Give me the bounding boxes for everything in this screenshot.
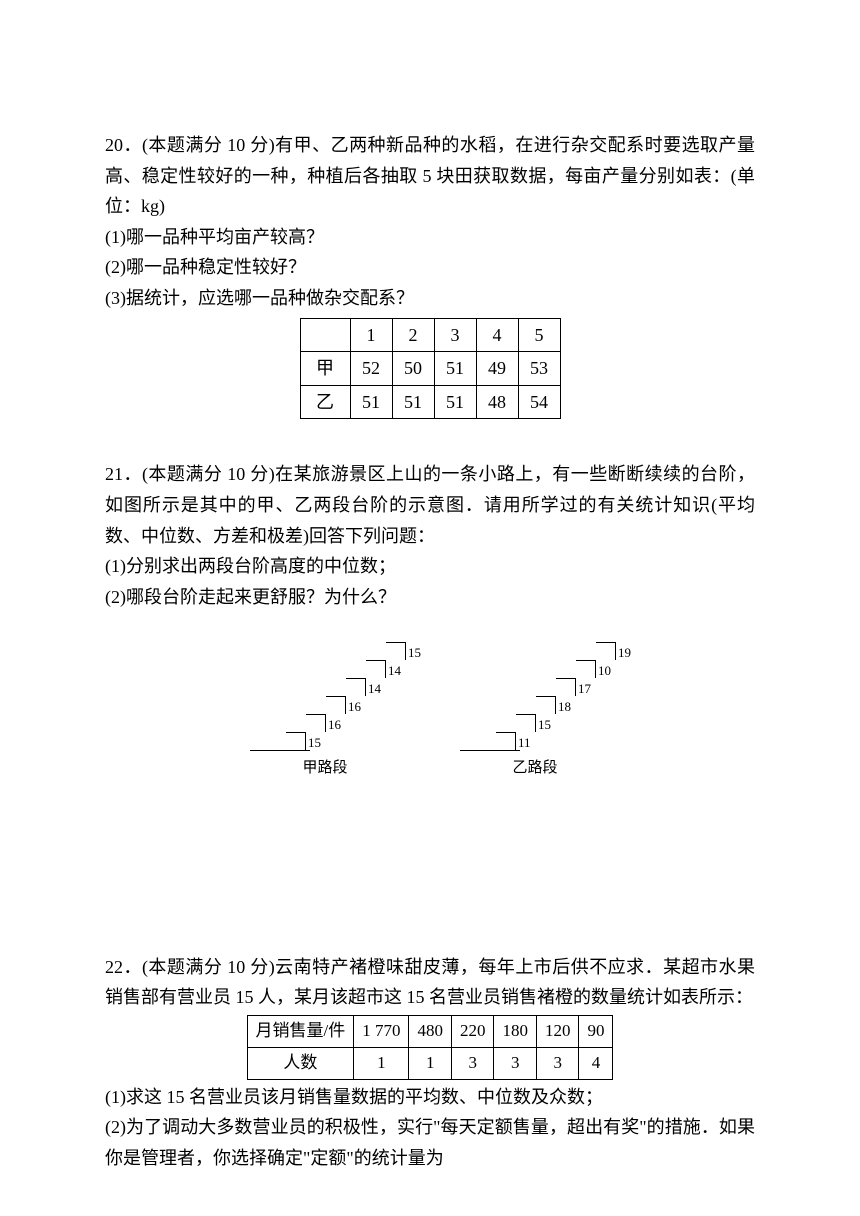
table-cell: 人数 (247, 1047, 354, 1079)
table-cell: 51 (434, 352, 476, 386)
table-cell: 1 770 (354, 1016, 409, 1048)
q20-intro: 20．(本题满分 10 分)有甲、乙两种新品种的水稻，在进行杂交配系时要选取产量… (105, 130, 755, 222)
q20-part1: (1)哪一品种平均亩产较高？ (105, 222, 755, 253)
stair-step (516, 714, 536, 732)
q22-table: 月销售量/件 1 770 480 220 180 120 90 人数 1 1 3… (247, 1015, 614, 1080)
table-cell: 甲 (300, 352, 350, 386)
stair-step (346, 678, 366, 696)
table-cell: 2 (392, 318, 434, 352)
table-cell: 乙 (300, 385, 350, 419)
q22-intro: 22．(本题满分 10 分)云南特产褚橙味甜皮薄，每年上市后供不应求．某超市水果… (105, 952, 755, 1013)
stair-step (556, 678, 576, 696)
table-cell: 51 (434, 385, 476, 419)
table-cell: 120 (536, 1016, 579, 1048)
spacer (105, 812, 755, 952)
baseline (460, 750, 520, 751)
step-label: 14 (368, 682, 381, 695)
q22-part2: (2)为了调动大多数营业员的积极性，实行"每天定额售量，超出有奖"的措施．如果你… (105, 1112, 755, 1173)
stair-step (326, 696, 346, 714)
q21-part1: (1)分别求出两段台阶高度的中位数； (105, 551, 755, 582)
step-label: 14 (388, 664, 401, 677)
table-cell: 49 (476, 352, 518, 386)
step-label: 18 (558, 700, 571, 713)
q20-part3: (3)据统计，应选哪一品种做杂交配系？ (105, 283, 755, 314)
table-cell (300, 318, 350, 352)
stair-step (596, 642, 616, 660)
table-cell: 220 (451, 1016, 494, 1048)
step-label: 19 (618, 646, 631, 659)
question-21: 21．(本题满分 10 分)在某旅游景区上山的一条小路上，有一些断断续续的台阶，… (105, 459, 755, 781)
jia-label: 甲路段 (302, 756, 347, 782)
stair-step (306, 714, 326, 732)
stair-step (496, 732, 516, 750)
table-cell: 3 (536, 1047, 579, 1079)
table-row: 1 2 3 4 5 (300, 318, 560, 352)
yi-stairs: 111518171019 (460, 622, 610, 752)
table-cell: 90 (579, 1016, 613, 1048)
table-row: 乙 51 51 51 48 54 (300, 385, 560, 419)
stair-step (536, 696, 556, 714)
table-cell: 51 (350, 385, 392, 419)
jia-stair-block: 151616141415 甲路段 (250, 622, 400, 782)
question-20: 20．(本题满分 10 分)有甲、乙两种新品种的水稻，在进行杂交配系时要选取产量… (105, 130, 755, 419)
baseline (250, 750, 310, 751)
stair-step (366, 660, 386, 678)
step-label: 15 (308, 736, 321, 749)
step-label: 16 (328, 718, 341, 731)
table-cell: 5 (518, 318, 560, 352)
table-cell: 月销售量/件 (247, 1016, 354, 1048)
table-cell: 1 (354, 1047, 409, 1079)
table-cell: 51 (392, 385, 434, 419)
table-row: 月销售量/件 1 770 480 220 180 120 90 (247, 1016, 613, 1048)
yi-stair-block: 111518171019 乙路段 (460, 622, 610, 782)
stair-step (286, 732, 306, 750)
table-cell: 54 (518, 385, 560, 419)
step-label: 10 (598, 664, 611, 677)
q22-part1: (1)求这 15 名营业员该月销售量数据的平均数、中位数及众数； (105, 1082, 755, 1113)
table-cell: 1 (350, 318, 392, 352)
stair-step (386, 642, 406, 660)
table-cell: 3 (451, 1047, 494, 1079)
step-label: 16 (348, 700, 361, 713)
step-label: 17 (578, 682, 591, 695)
table-row: 甲 52 50 51 49 53 (300, 352, 560, 386)
table-cell: 1 (409, 1047, 452, 1079)
q21-intro: 21．(本题满分 10 分)在某旅游景区上山的一条小路上，有一些断断续续的台阶，… (105, 459, 755, 551)
stair-step (576, 660, 596, 678)
table-cell: 4 (579, 1047, 613, 1079)
q20-table: 1 2 3 4 5 甲 52 50 51 49 53 乙 51 51 51 48… (300, 318, 561, 420)
q20-part2: (2)哪一品种稳定性较好？ (105, 252, 755, 283)
table-row: 人数 1 1 3 3 3 4 (247, 1047, 613, 1079)
table-cell: 52 (350, 352, 392, 386)
table-cell: 4 (476, 318, 518, 352)
table-cell: 480 (409, 1016, 452, 1048)
step-label: 15 (538, 718, 551, 731)
table-cell: 48 (476, 385, 518, 419)
yi-label: 乙路段 (512, 756, 557, 782)
table-cell: 50 (392, 352, 434, 386)
table-cell: 3 (494, 1047, 537, 1079)
question-22: 22．(本题满分 10 分)云南特产褚橙味甜皮薄，每年上市后供不应求．某超市水果… (105, 952, 755, 1174)
jia-stairs: 151616141415 (250, 622, 400, 752)
q21-part2: (2)哪段台阶走起来更舒服？为什么？ (105, 582, 755, 613)
table-cell: 53 (518, 352, 560, 386)
table-cell: 3 (434, 318, 476, 352)
table-cell: 180 (494, 1016, 537, 1048)
step-label: 15 (408, 646, 421, 659)
step-label: 11 (518, 736, 531, 749)
stair-diagram: 15 16 16 14 14 15 甲路段 11 15 18 17 10 19 乙路段 (105, 622, 755, 782)
